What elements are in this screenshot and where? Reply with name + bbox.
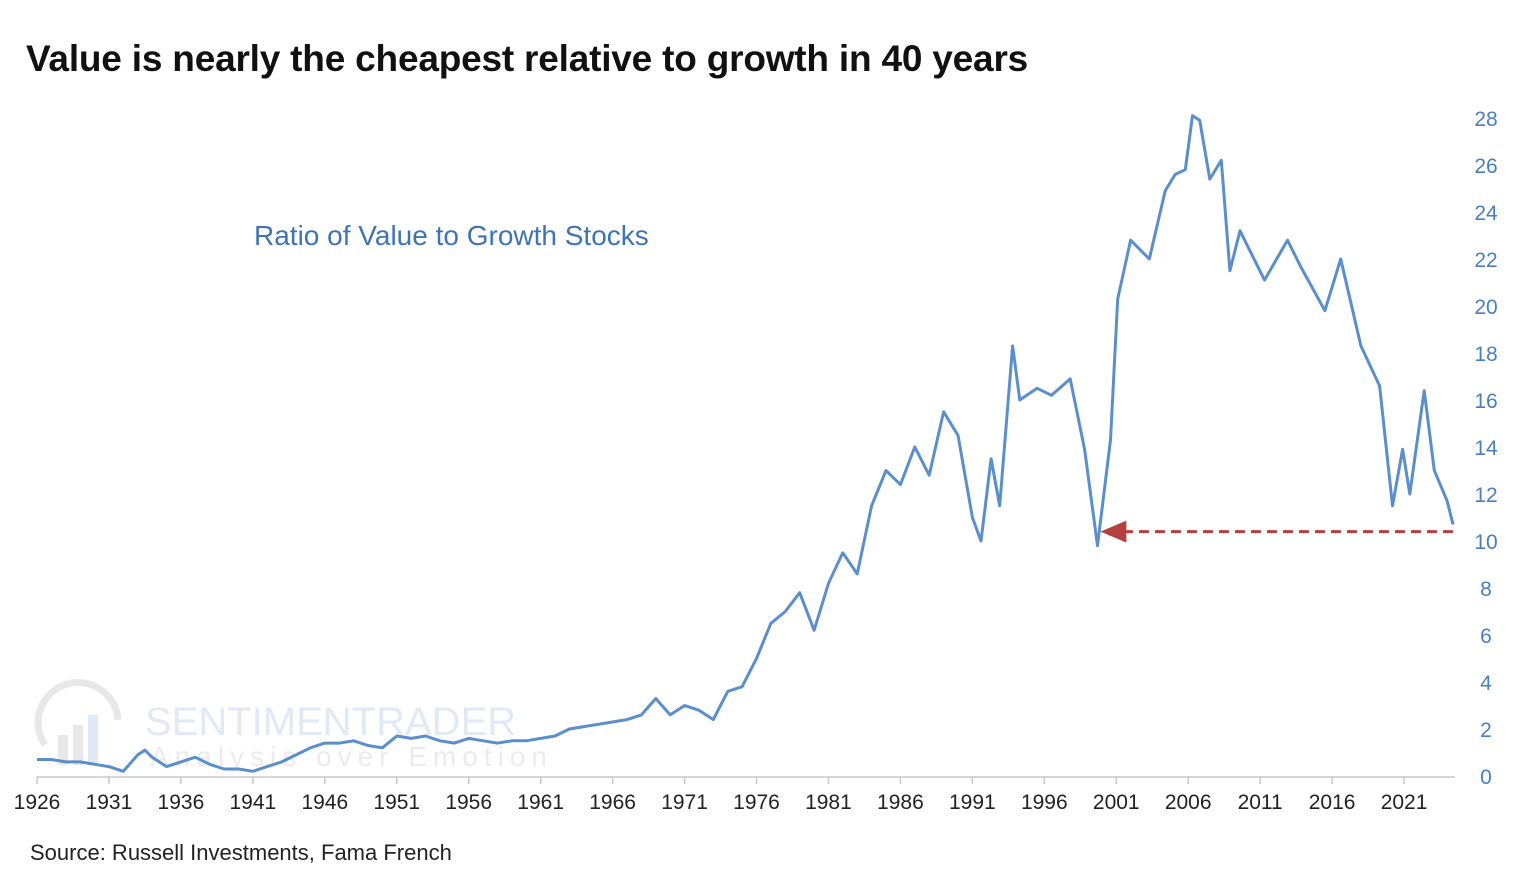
x-tick-label: 1966 xyxy=(589,791,636,814)
x-tick-label: 2006 xyxy=(1165,791,1212,814)
x-tick-label: 1996 xyxy=(1021,791,1068,814)
x-tick-label: 1981 xyxy=(805,791,852,814)
x-tick-label: 1951 xyxy=(373,791,420,814)
chart-title: Value is nearly the cheapest relative to… xyxy=(26,38,1029,79)
x-tick-label: 2016 xyxy=(1309,791,1356,814)
y-tick-label: 6 xyxy=(1480,625,1492,648)
watermark-circle-arrow-icon xyxy=(34,679,122,747)
series-annotation: Ratio of Value to Growth Stocks xyxy=(254,220,649,251)
watermark-logo: SENTIMENTRADER Analysis over Emotion xyxy=(34,679,553,772)
watermark-tagline: Analysis over Emotion xyxy=(150,741,553,772)
x-tick-label: 1971 xyxy=(661,791,708,814)
y-tick-label: 2 xyxy=(1480,719,1492,742)
x-tick-label: 2001 xyxy=(1093,791,1140,814)
x-tick-label: 1976 xyxy=(733,791,780,814)
y-tick-label: 26 xyxy=(1474,155,1497,178)
watermark-bar xyxy=(88,715,98,765)
x-tick-label: 1941 xyxy=(229,791,276,814)
watermark-brand: SENTIMENTRADER xyxy=(145,700,516,744)
source-note: Source: Russell Investments, Fama French xyxy=(30,840,452,865)
series-line xyxy=(37,114,1455,773)
x-tick-label: 1986 xyxy=(877,791,924,814)
x-tick-label: 1926 xyxy=(14,791,61,814)
watermark-bar xyxy=(58,735,68,765)
reference-arrow-head xyxy=(1100,520,1127,543)
x-tick-label: 1931 xyxy=(86,791,133,814)
x-tick-label: 2011 xyxy=(1238,791,1283,814)
y-tick-label: 4 xyxy=(1480,672,1492,695)
y-tick-label: 20 xyxy=(1474,296,1497,319)
y-tick-label: 18 xyxy=(1474,343,1497,366)
x-tick-label: 1991 xyxy=(949,791,996,814)
y-tick-label: 10 xyxy=(1474,531,1497,554)
y-tick-label: 16 xyxy=(1474,390,1497,413)
y-tick-label: 0 xyxy=(1480,766,1492,789)
x-tick-label: 1956 xyxy=(445,791,492,814)
y-tick-label: 14 xyxy=(1474,437,1498,460)
x-tick-label: 2021 xyxy=(1381,791,1428,814)
watermark-bar xyxy=(73,725,83,765)
x-tick-label: 1946 xyxy=(301,791,348,814)
x-tick-label: 1936 xyxy=(158,791,205,814)
y-tick-label: 8 xyxy=(1480,578,1492,601)
y-tick-label: 22 xyxy=(1474,249,1497,272)
x-tick-label: 1961 xyxy=(517,791,564,814)
y-tick-label: 28 xyxy=(1474,108,1497,131)
y-tick-label: 24 xyxy=(1474,202,1498,225)
y-tick-label: 12 xyxy=(1474,484,1497,507)
